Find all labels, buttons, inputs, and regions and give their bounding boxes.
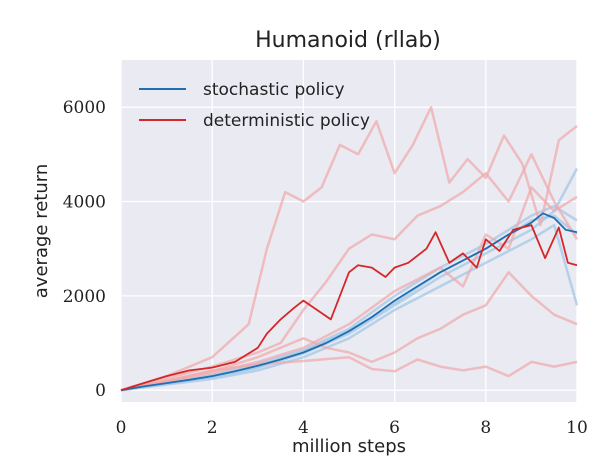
grid-lines — [120, 60, 578, 402]
x-axis-ticks: 0 2 4 6 8 10 — [116, 418, 588, 438]
x-tick-label: 8 — [480, 418, 491, 438]
legend-label-stochastic: stochastic policy — [203, 80, 345, 100]
x-tick-label: 6 — [389, 418, 400, 438]
deterministic-run-line — [120, 271, 578, 392]
x-axis-label: million steps — [292, 436, 406, 457]
stochastic-mean-line — [120, 212, 578, 392]
y-tick-label: 0 — [95, 381, 106, 401]
x-tick-label: 0 — [116, 418, 127, 438]
y-tick-label: 2000 — [63, 287, 106, 307]
plot-background — [121, 60, 577, 402]
chart-title: Humanoid (rllab) — [255, 28, 441, 53]
deterministic-run-line — [120, 153, 579, 392]
x-tick-label: 10 — [566, 418, 588, 438]
x-tick-label: 2 — [207, 418, 218, 438]
y-tick-label: 4000 — [63, 193, 106, 213]
x-tick-label: 4 — [298, 418, 309, 438]
legend-label-deterministic: deterministic policy — [203, 111, 370, 131]
mean-curves — [120, 212, 578, 392]
deterministic-run-line — [120, 105, 578, 392]
legend: stochastic policy deterministic policy — [139, 80, 370, 131]
y-tick-label: 6000 — [63, 98, 106, 118]
deterministic-run-line — [120, 186, 578, 392]
y-axis-ticks: 0 2000 4000 6000 — [63, 98, 106, 401]
deterministic-mean-line — [120, 224, 578, 392]
y-axis-label: average return — [31, 164, 52, 298]
stochastic-run-line — [120, 223, 579, 392]
